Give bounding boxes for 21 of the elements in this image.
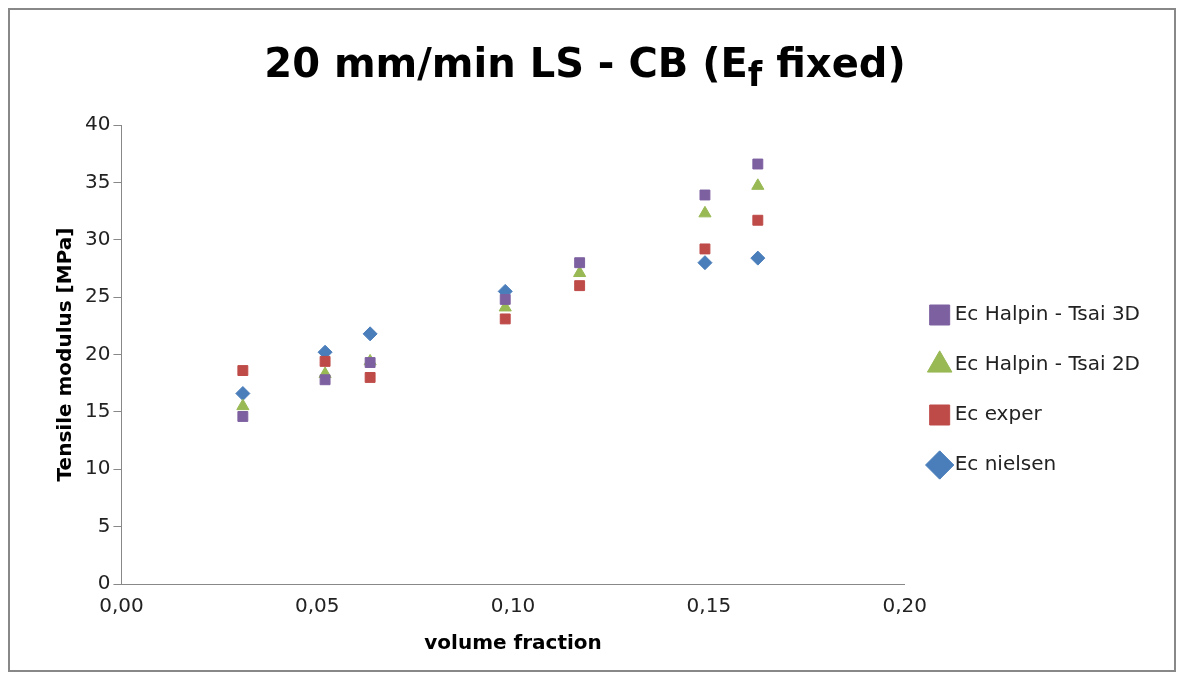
y-tick-label: 35 [85, 168, 111, 193]
x-tick-label: 0,20 [882, 593, 927, 618]
y-tick-label: 40 [85, 111, 111, 136]
y-tick-label: 30 [85, 225, 111, 250]
x-axis-title: volume fraction [424, 630, 602, 655]
y-tick-label: 25 [85, 283, 111, 308]
legend-label: Ec Halpin - Tsai 2D [954, 351, 1141, 376]
legend-label: Ec exper [954, 401, 1043, 426]
x-tick-label: 0,10 [490, 593, 536, 618]
y-tick-label: 20 [85, 340, 111, 365]
legend-label: Ec nielsen [954, 451, 1057, 476]
x-tick-label: 0,00 [99, 593, 144, 618]
legend-label: Ec Halpin - Tsai 3D [954, 301, 1141, 326]
y-tick-label: 10 [85, 455, 111, 480]
y-axis-title: Tensile modulus [MPa] [52, 227, 77, 482]
y-tick-label: 5 [97, 512, 111, 537]
x-tick-label: 0,15 [686, 593, 732, 618]
chart-title: 20 mm/min LS - CB (E$_{f}$ fixed) [263, 40, 907, 94]
y-tick-label: 15 [85, 398, 111, 423]
y-tick-label: 0 [97, 570, 111, 595]
x-tick-label: 0,05 [294, 593, 340, 618]
